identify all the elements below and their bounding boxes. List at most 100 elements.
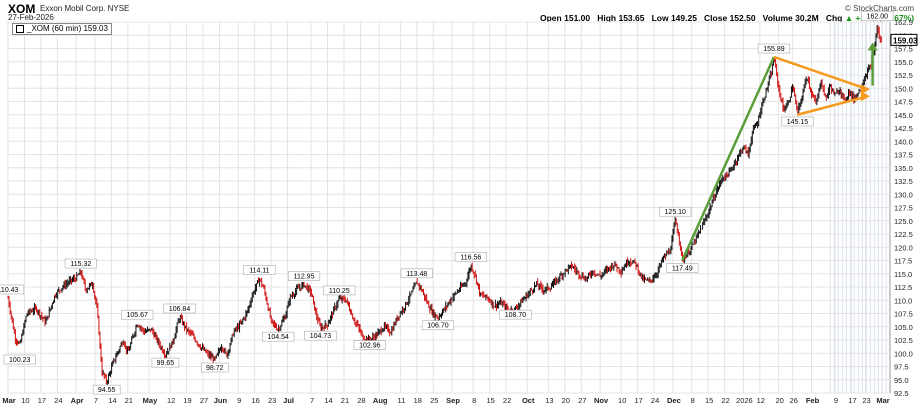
chart-date: 27-Feb-2026 <box>8 13 54 22</box>
x-tick-label: 23 <box>268 396 276 405</box>
price-annotation-box <box>781 116 814 127</box>
x-tick-label: Jun <box>214 396 228 405</box>
high-value: 153.65 <box>618 13 645 23</box>
price-annotation-box <box>757 43 791 54</box>
price-annotation-box <box>262 331 295 342</box>
price-annotation: 104.54 <box>267 334 289 341</box>
y-tick-label: 127.5 <box>894 204 913 213</box>
price-annotation: 114.11 <box>249 267 269 274</box>
y-tick-label: 147.5 <box>894 98 913 107</box>
x-tick-label: 10 <box>21 396 29 405</box>
ticker-symbol: XOM <box>8 2 36 16</box>
price-annotation-box <box>200 362 229 373</box>
y-tick-label: 95.0 <box>894 376 909 385</box>
volume-label: Volume <box>762 13 793 23</box>
x-tick-label: Apr <box>71 396 84 405</box>
y-tick-label: 137.5 <box>894 151 913 160</box>
price-annotation-box <box>64 258 97 269</box>
y-tick-label: 117.5 <box>894 257 912 266</box>
x-tick-label: 21 <box>125 396 133 405</box>
price-annotation-box <box>163 303 196 314</box>
price-annotation: 125.10 <box>665 209 687 216</box>
price-annotation: 99.65 <box>157 360 175 367</box>
price-annotation-box <box>499 309 532 320</box>
triangle-lower-arrowhead-icon <box>860 91 870 102</box>
y-tick-label: 120.0 <box>894 243 913 252</box>
price-annotation: 100.23 <box>9 357 31 364</box>
x-tick-label: Oct <box>522 396 535 405</box>
price-annotation-box <box>92 384 121 395</box>
x-tick-label: 27 <box>578 396 586 405</box>
price-annotation-box <box>353 340 386 350</box>
y-tick-label: 97.5 <box>894 363 909 372</box>
x-tick-label: 18 <box>414 396 422 405</box>
price-annotation-box <box>121 309 154 320</box>
x-tick-label: 23 <box>862 396 870 405</box>
price-annotation: 110.43 <box>0 287 19 294</box>
y-tick-label: 130.0 <box>894 190 913 199</box>
x-tick-label: 17 <box>38 396 46 405</box>
price-annotation-box <box>400 268 433 279</box>
triangle-upper-line <box>773 55 869 91</box>
y-tick-label: 142.5 <box>894 124 913 133</box>
change-label: Chg <box>825 13 843 23</box>
y-tick-label: 152.5 <box>894 71 913 80</box>
uptrend-line <box>681 56 776 262</box>
price-annotation-box <box>151 357 180 368</box>
price-annotation: 110.25 <box>329 288 350 295</box>
x-tick-label: 7 <box>310 396 314 405</box>
x-tick-label: 25 <box>430 396 438 405</box>
price-annotation: 116.56 <box>460 254 481 261</box>
price-annotation-box <box>304 330 337 341</box>
x-tick-label: 10 <box>618 396 626 405</box>
x-tick-label: May <box>143 396 158 405</box>
y-tick-label: 145.0 <box>894 111 913 120</box>
x-tick-label: Dec <box>667 396 681 405</box>
open-value: 151.00 <box>564 13 591 23</box>
price-annotation: 106.70 <box>427 323 449 330</box>
y-tick-label: 140.0 <box>894 137 913 146</box>
x-tick-label: 28 <box>357 396 365 405</box>
x-tick-label: 15 <box>705 396 713 405</box>
x-tick-label: 8 <box>691 396 695 405</box>
high-label: High <box>597 13 617 23</box>
volume-value: 30.2M <box>795 13 819 23</box>
x-tick-label: Sep <box>446 396 460 405</box>
x-tick-label: 17 <box>848 396 856 405</box>
x-tick-label: Mar <box>876 396 889 405</box>
price-annotation: 105.67 <box>127 312 149 319</box>
x-tick-label: 17 <box>634 396 642 405</box>
x-tick-label: 24 <box>651 396 659 405</box>
y-tick-label: 125.0 <box>894 217 913 226</box>
triangle-lower-line <box>797 94 869 116</box>
y-tick-label: 150.0 <box>894 84 913 93</box>
x-tick-label: 7 <box>94 396 98 405</box>
price-annotation: 98.72 <box>206 365 224 372</box>
series-legend: _XOM (60 min) 159.03 <box>12 23 112 35</box>
x-tick-label: Aug <box>373 396 388 405</box>
price-annotation: 115.32 <box>70 261 91 268</box>
y-tick-label: 105.0 <box>894 323 913 332</box>
change-arrow-icon: ▲ <box>844 13 854 23</box>
price-annotation: 113.48 <box>406 271 427 278</box>
y-tick-label: 92.5 <box>894 389 909 398</box>
last-price-tag-box <box>890 33 918 46</box>
price-annotation: 102.96 <box>359 343 381 350</box>
price-annotation: 94.55 <box>98 387 116 394</box>
x-tick-label: 22 <box>721 396 729 405</box>
price-annotation: 106.84 <box>169 306 191 313</box>
x-tick-label: 8 <box>472 396 476 405</box>
low-label: Low <box>651 13 669 23</box>
open-label: Open <box>540 13 562 23</box>
price-annotation: 108.70 <box>505 312 527 319</box>
price-annotation: 145.15 <box>787 119 809 126</box>
x-tick-label: 9 <box>237 396 241 405</box>
x-tick-label: 24 <box>54 396 62 405</box>
x-tick-label: 21 <box>341 396 349 405</box>
y-tick-label: 157.5 <box>894 45 913 54</box>
y-tick-label: 122.5 <box>894 230 913 239</box>
y-tick-label: 100.0 <box>894 349 913 358</box>
price-annotation: 155.89 <box>763 46 785 53</box>
price-annotation-box <box>421 320 455 331</box>
price-annotation-box <box>659 206 692 217</box>
